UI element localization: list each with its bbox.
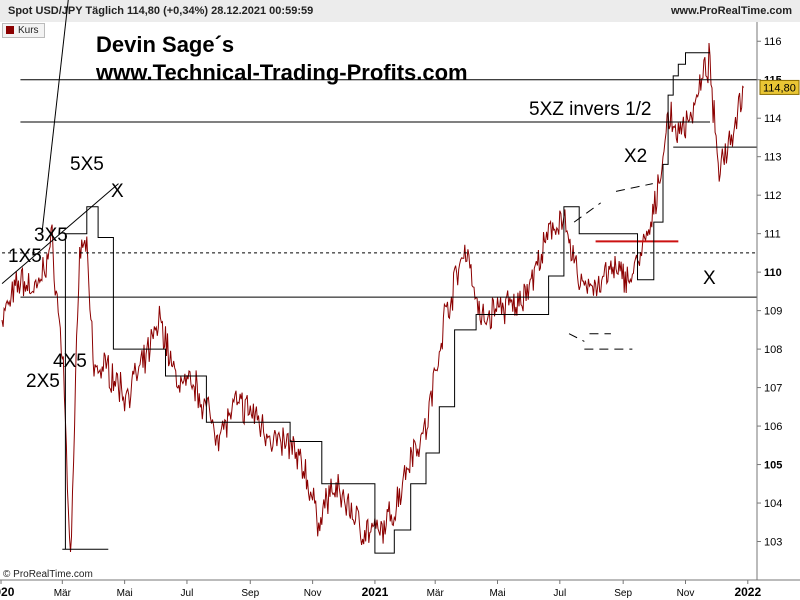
y-tick-label-103: 103 bbox=[764, 537, 782, 549]
label-x-2021: X bbox=[703, 268, 716, 289]
x-tick-label-6: 2021 bbox=[362, 585, 389, 599]
plot-area bbox=[0, 22, 757, 580]
x-tick-label-3: Jul bbox=[181, 588, 194, 599]
x-axis-panel bbox=[0, 580, 800, 600]
x-tick-label-5: Nov bbox=[304, 588, 322, 599]
last-price-label: 114,80 bbox=[763, 82, 796, 94]
label-5x5: 5X5 bbox=[70, 154, 104, 175]
x-tick-label-9: Jul bbox=[553, 588, 566, 599]
y-tick-label-113: 113 bbox=[764, 152, 782, 164]
step-line-0 bbox=[64, 52, 710, 554]
label-4x5: 4X5 bbox=[53, 351, 87, 372]
author-annotation: Devin Sage´s bbox=[96, 32, 235, 57]
legend-series[interactable]: Kurs bbox=[2, 23, 45, 38]
x-tick-label-11: Nov bbox=[677, 588, 695, 599]
last-price-badge bbox=[759, 79, 800, 95]
y-tick-label-110: 110 bbox=[764, 267, 782, 279]
dashed-segment-1 bbox=[615, 183, 653, 192]
dashed-segment-2 bbox=[568, 333, 585, 342]
label-x-2020: X bbox=[111, 181, 124, 202]
legend-label: Kurs bbox=[18, 25, 39, 36]
y-axis-panel bbox=[757, 22, 800, 580]
instrument-title: Spot USD/JPY Täglich 114,80 (+0,34%) 28.… bbox=[8, 5, 314, 17]
y-tick-label-109: 109 bbox=[764, 306, 782, 318]
price-line bbox=[1, 42, 745, 553]
label-1x5: 1X5 bbox=[8, 246, 42, 267]
y-tick-label-107: 107 bbox=[764, 383, 782, 395]
x-tick-label-7: Mär bbox=[427, 588, 445, 599]
x-tick-label-1: Mär bbox=[54, 588, 72, 599]
chart-header: Spot USD/JPY Täglich 114,80 (+0,34%) 28.… bbox=[0, 0, 800, 23]
x-tick-label-12: 2022 bbox=[734, 585, 761, 599]
y-tick-label-105: 105 bbox=[764, 460, 782, 472]
label-5xz-invers: 5XZ invers 1/2 bbox=[529, 99, 652, 120]
y-tick-label-114: 114 bbox=[764, 113, 782, 125]
label-x2: X2 bbox=[624, 146, 648, 167]
copyright-notice: © ProRealTime.com bbox=[3, 569, 93, 580]
x-tick-label-8: Mai bbox=[489, 588, 505, 599]
y-tick-label-104: 104 bbox=[764, 498, 782, 510]
price-series bbox=[1, 42, 745, 553]
x-tick-label-2: Mai bbox=[117, 588, 133, 599]
x-tick-label-0: 2020 bbox=[0, 585, 15, 599]
y-tick-label-116: 116 bbox=[764, 36, 782, 48]
y-tick-label-112: 112 bbox=[764, 190, 782, 202]
provider-site: www.ProRealTime.com bbox=[670, 5, 792, 17]
trendline-0 bbox=[1, 183, 119, 285]
label-2x5: 2X5 bbox=[26, 371, 60, 392]
y-tick-label-106: 106 bbox=[764, 421, 782, 433]
axes: 1031041051061071081091101111121131141151… bbox=[0, 22, 800, 600]
legend-swatch bbox=[6, 26, 14, 34]
drawn-lines bbox=[1, 0, 757, 554]
label-3x5: 3X5 bbox=[34, 225, 68, 246]
x-tick-label-10: Sep bbox=[614, 588, 632, 599]
y-tick-label-111: 111 bbox=[764, 229, 781, 241]
plot-frame bbox=[0, 22, 757, 580]
dashed-segment-0 bbox=[573, 202, 601, 223]
y-tick-label-108: 108 bbox=[764, 344, 782, 356]
x-tick-label-4: Sep bbox=[241, 588, 259, 599]
trendline-1 bbox=[41, 0, 69, 234]
website-annotation: www.Technical-Trading-Profits.com bbox=[96, 60, 468, 85]
